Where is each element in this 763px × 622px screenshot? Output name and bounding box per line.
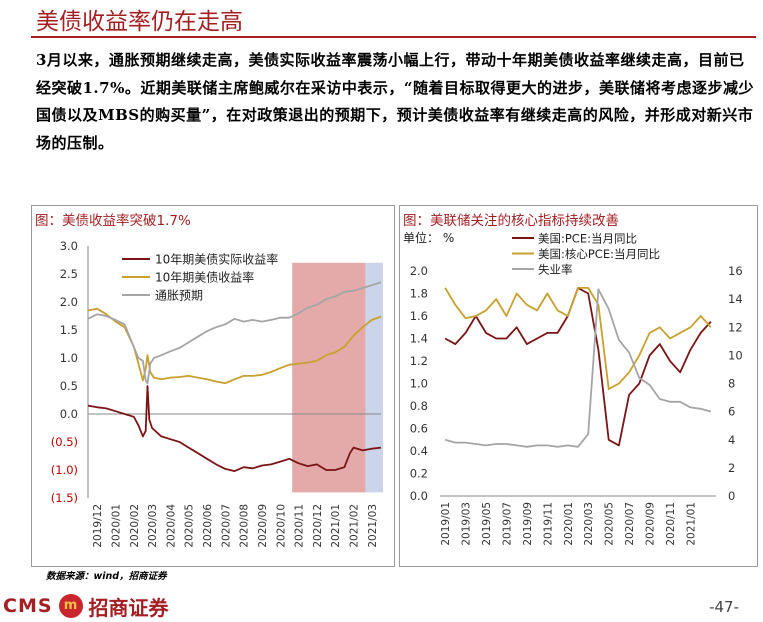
data-source: 数据来源：wind，招商证券 xyxy=(46,571,167,582)
company-logo: CMS m 招商证券 xyxy=(3,592,169,620)
x-tick-label: 2020/09 xyxy=(257,504,269,548)
y-right-tick-label: 0 xyxy=(728,489,735,503)
y-left-tick-label: 0.6 xyxy=(410,422,428,436)
slide-title: 美债收益率仍在走高 xyxy=(36,9,243,35)
y-tick-label: 1.5 xyxy=(60,323,78,337)
y-left-tick-label: 0.8 xyxy=(410,399,428,413)
x-tick-label: 2020/12 xyxy=(312,504,324,548)
x-tick-label: 2020/06 xyxy=(202,504,214,548)
fed-indicators-chart: 单位： % 2.0 1.8 1.6 1.4 1.2 1.0 0.8 0.6 0.4 0.2 0.0 16… xyxy=(403,230,743,546)
chart-panel-fed-indicators: 图：美联储关注的核心指标持续改善 单位： % 2.0 1.8 1.6 1.4 1.2 1.0… xyxy=(399,205,758,567)
y-tick-label: 3.0 xyxy=(60,239,78,253)
y-left-tick-label: 1.2 xyxy=(410,354,428,368)
body-paragraph: 3月以来，通胀预期继续走高，美债实际收益率震荡小幅上行，带动十年期美债收益率继续… xyxy=(36,51,754,152)
y-left-tick-label: 1.0 xyxy=(410,377,428,391)
y-left-tick-label: 2.0 xyxy=(410,264,428,278)
y-right-tick-label: 12 xyxy=(728,320,743,334)
y-tick-label: 0.0 xyxy=(60,407,78,421)
y-right-tick-label: 16 xyxy=(728,264,743,278)
y-tick-label: 2.0 xyxy=(60,295,78,309)
series-line-nominal_yield xyxy=(87,307,382,385)
x-tick-label: 2020/05 xyxy=(604,502,616,546)
x-tick-label: 2019/12 xyxy=(92,504,104,548)
x-tick-label: 2020/08 xyxy=(239,504,251,548)
y-right-tick-label: 6 xyxy=(728,405,735,419)
y-left-tick-label: 1.6 xyxy=(410,309,428,323)
y-right-tick-label: 2 xyxy=(728,461,735,475)
x-tick-label: 2020/09 xyxy=(645,502,657,546)
y-left-tick-label: 0.2 xyxy=(410,467,428,481)
x-tick-label: 2019/05 xyxy=(481,502,493,546)
shaded-period xyxy=(365,262,383,493)
x-tick-label: 2021/01 xyxy=(685,502,697,546)
treasury-yield-chart: 3.0 2.5 2.0 1.5 1.0 0.5 0.0 (0.5) (1.0) (1.5) 2019… xyxy=(51,239,383,548)
x-tick-label: 2020/03 xyxy=(147,504,159,548)
x-tick-label: 2020/04 xyxy=(165,504,177,548)
legend-label: 10年期美债实际收益率 xyxy=(155,252,278,267)
logo-mark-icon: m xyxy=(58,594,83,618)
x-tick-label: 2019/03 xyxy=(461,502,473,546)
title-underline xyxy=(31,36,756,38)
x-tick-label: 2020/07 xyxy=(220,504,232,548)
x-tick-label: 2020/03 xyxy=(583,502,595,546)
x-tick-label: 2021/01 xyxy=(330,504,342,548)
page-number: -47- xyxy=(709,598,739,616)
y-tick-label: 1.0 xyxy=(60,351,78,365)
series-line-core_pce xyxy=(444,287,712,391)
legend-label: 通胀预期 xyxy=(155,289,203,303)
x-tick-label: 2021/02 xyxy=(349,504,361,548)
y-tick-label: (1.0) xyxy=(51,463,78,477)
x-tick-label: 2019/01 xyxy=(440,502,452,546)
y-right-tick-label: 10 xyxy=(728,348,743,362)
y-tick-label: (1.5) xyxy=(51,491,78,505)
chart-title: 图：美债收益率突破1.7% xyxy=(35,213,191,229)
y-right-tick-label: 14 xyxy=(728,292,743,306)
legend-label: 美国:PCE:当月同比 xyxy=(538,232,637,246)
y-left-tick-label: 0.4 xyxy=(410,444,428,458)
x-tick-label: 2020/11 xyxy=(665,502,677,546)
x-tick-label: 2020/11 xyxy=(294,504,306,548)
y-left-tick-label: 1.8 xyxy=(410,287,428,301)
shaded-period xyxy=(292,262,366,493)
unit-label: 单位： % xyxy=(403,230,454,245)
x-tick-label: 2020/07 xyxy=(624,502,636,546)
x-tick-label: 2020/01 xyxy=(110,504,122,548)
legend-label: 10年期美债收益率 xyxy=(155,270,254,285)
logo-text: CMS xyxy=(3,595,53,617)
x-tick-label: 2020/02 xyxy=(129,504,141,548)
y-right-tick-label: 4 xyxy=(728,433,735,447)
chart-panel-treasury-yield: 图：美债收益率突破1.7% 3.0 2.5 2.0 1.5 1.0 0.5 0.0 (0.5)… xyxy=(31,205,395,567)
x-tick-label: 2021/03 xyxy=(367,504,379,548)
series-line-real_yield xyxy=(87,385,382,473)
series-line-unemployment xyxy=(444,288,712,448)
legend-label: 失业率 xyxy=(538,263,573,277)
y-tick-label: 2.5 xyxy=(60,267,78,281)
logo-company-name: 招商证券 xyxy=(88,595,169,620)
y-tick-label: 0.5 xyxy=(60,379,78,393)
y-left-tick-label: 0.0 xyxy=(410,489,428,503)
series-line-breakeven xyxy=(87,281,382,385)
y-tick-label: (0.5) xyxy=(51,435,78,449)
y-right-tick-label: 8 xyxy=(728,377,735,391)
x-tick-label: 2020/05 xyxy=(184,504,196,548)
x-tick-label: 2020/10 xyxy=(275,504,287,548)
legend-label: 美国:核心PCE:当月同比 xyxy=(538,247,660,261)
x-tick-label: 2019/09 xyxy=(522,502,534,546)
x-tick-label: 2019/11 xyxy=(542,502,554,546)
chart-title: 图：美联储关注的核心指标持续改善 xyxy=(403,213,619,229)
x-tick-label: 2020/01 xyxy=(563,502,575,546)
x-tick-label: 2019/07 xyxy=(501,502,513,546)
y-left-tick-label: 1.4 xyxy=(410,332,428,346)
